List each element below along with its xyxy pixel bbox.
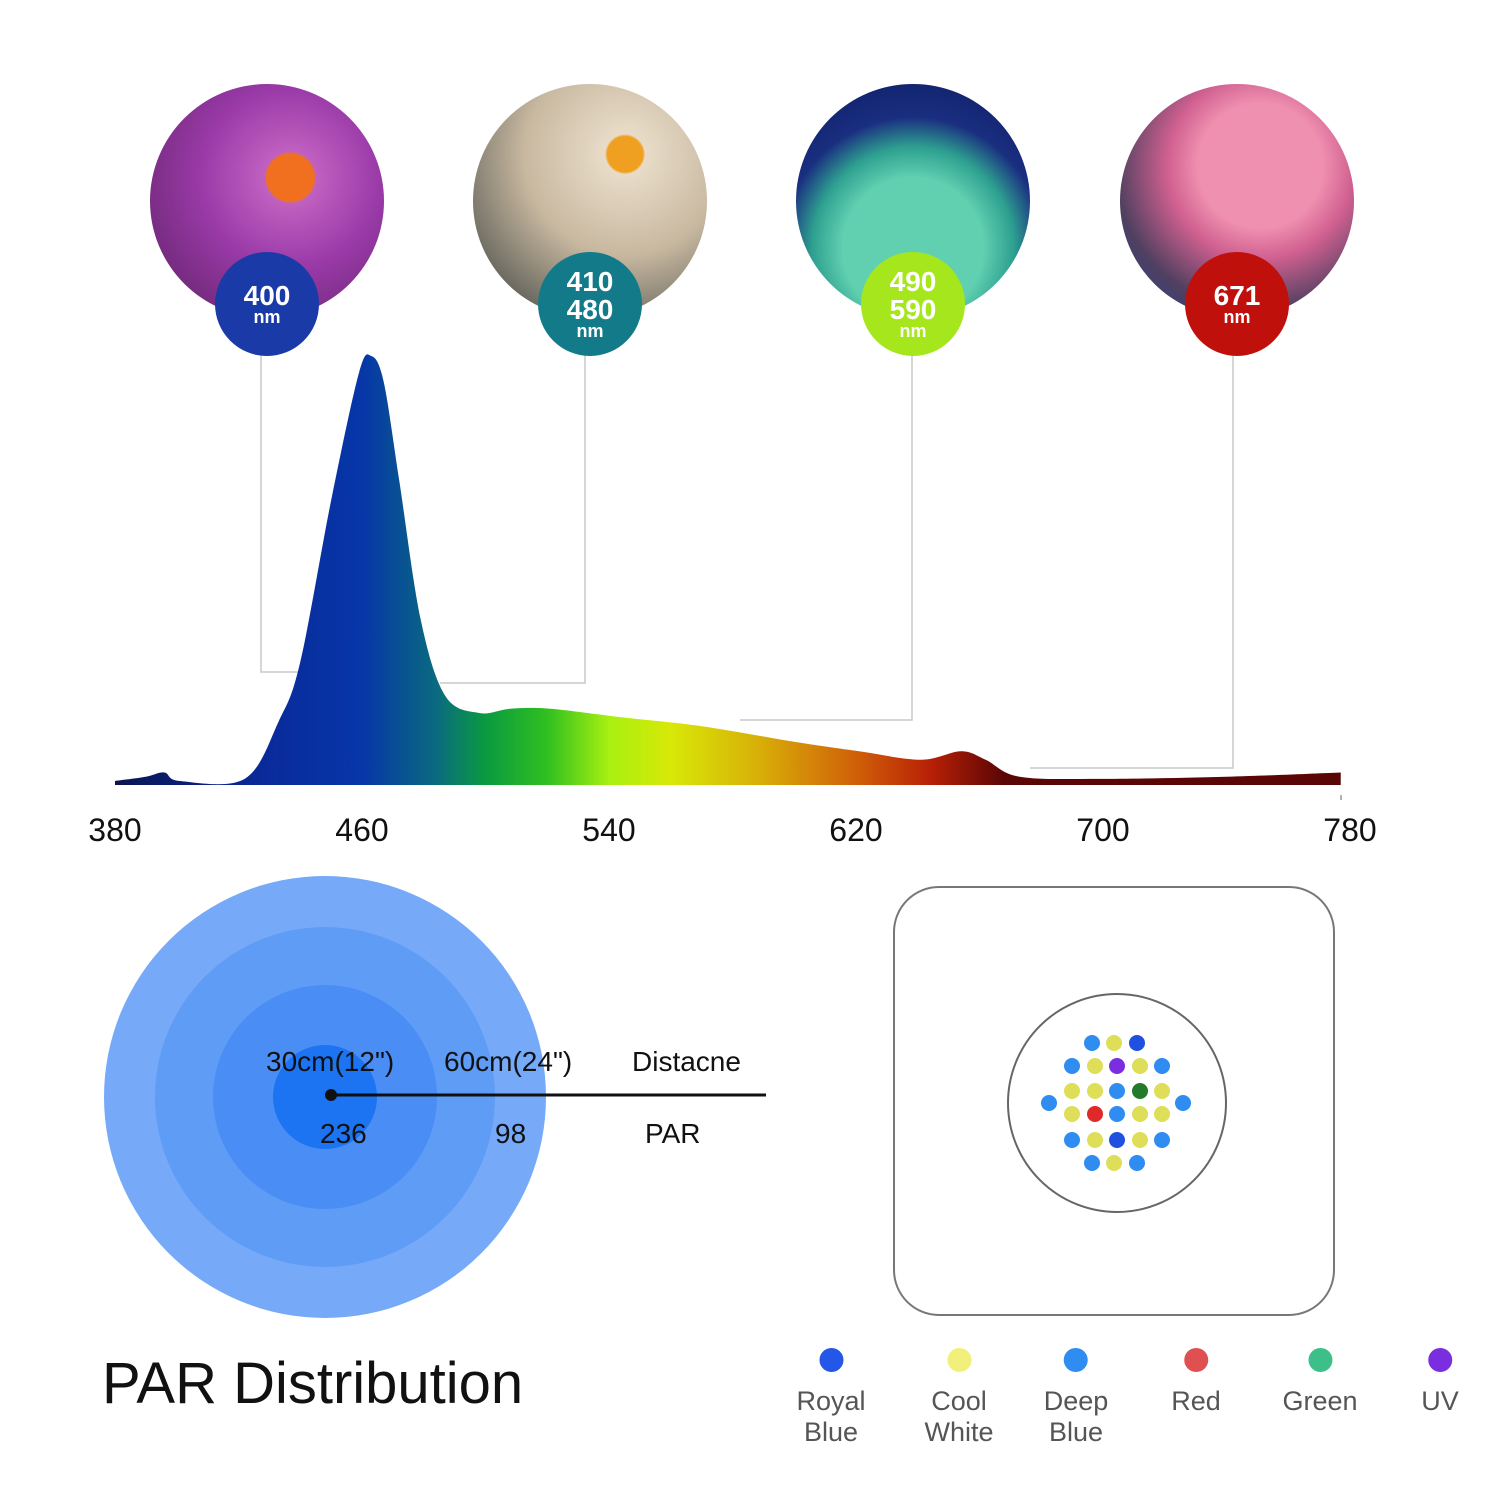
led-deep: [1129, 1155, 1145, 1171]
wavelength-value: 671: [1213, 280, 1261, 311]
legend-dot-icon: [1307, 1348, 1332, 1372]
led-cool: [1087, 1058, 1103, 1074]
led-cool: [1106, 1035, 1122, 1051]
led-deep: [1109, 1083, 1125, 1099]
wavelength-unit: nm: [899, 321, 927, 341]
led-cool: [1087, 1083, 1103, 1099]
legend-item-royal: Royal Blue: [796, 1348, 866, 1448]
wavelength-value: 400: [243, 280, 291, 311]
distance-label: Distacne: [632, 1046, 741, 1077]
legend-label: Royal: [796, 1386, 866, 1416]
x-tick-label: 460: [335, 812, 389, 848]
led-deep: [1041, 1095, 1057, 1111]
par-ring-center: [273, 1045, 377, 1149]
led-green: [1132, 1083, 1148, 1099]
legend-label: Blue: [803, 1417, 859, 1447]
led-cool: [1087, 1132, 1103, 1148]
legend-label: White: [924, 1417, 994, 1447]
led-deep: [1064, 1132, 1080, 1148]
wavelength-badge: 400 nm: [215, 252, 319, 356]
led-cool: [1132, 1132, 1148, 1148]
legend-dot-icon: [1063, 1348, 1088, 1372]
led-deep: [1175, 1095, 1191, 1111]
legend-label: Green: [1282, 1386, 1358, 1416]
wavelength-unit: nm: [253, 307, 281, 327]
legend-item-cool: Cool White: [924, 1348, 994, 1448]
led-deep: [1109, 1106, 1125, 1122]
wavelength-badge: 410 480 nm: [538, 252, 642, 356]
wavelength-unit: nm: [576, 321, 604, 341]
led-cool: [1132, 1058, 1148, 1074]
origin-dot: [325, 1089, 337, 1101]
distance-60cm: 60cm(24"): [444, 1046, 573, 1077]
legend-dot-icon: [819, 1348, 843, 1372]
x-tick-label: 540: [582, 812, 636, 848]
wavelength-unit: nm: [1223, 307, 1251, 327]
led-cool: [1154, 1106, 1170, 1122]
led-deep: [1154, 1132, 1170, 1148]
legend-item-deep: Deep Blue: [1043, 1348, 1109, 1448]
led-cool: [1064, 1106, 1080, 1122]
wavelength-value: 490: [889, 266, 937, 297]
led-array-outline: [1007, 993, 1227, 1213]
wavelength-badge: 671 nm: [1185, 252, 1289, 356]
par-value-30cm: 236: [320, 1118, 367, 1149]
led-deep: [1064, 1058, 1080, 1074]
legend-dot-icon: [1184, 1348, 1208, 1372]
wavelength-value: 590: [889, 294, 937, 325]
par-diagram: [104, 876, 766, 1318]
wavelength-value: 480: [566, 294, 614, 325]
fixture-outline: [893, 886, 1335, 1316]
legend-label: Cool: [931, 1386, 987, 1416]
led-deep: [1084, 1155, 1100, 1171]
led-deep: [1084, 1035, 1100, 1051]
wavelength-badge: 490 590 nm: [861, 252, 965, 356]
led-cool: [1064, 1083, 1080, 1099]
legend-dot-icon: [1427, 1348, 1452, 1372]
distance-30cm: 30cm(12"): [266, 1046, 395, 1077]
legend-item-green: Green: [1282, 1348, 1358, 1417]
par-label: PAR: [645, 1118, 701, 1149]
spectrum-area: [115, 354, 1341, 785]
led-cool: [1154, 1083, 1170, 1099]
x-tick-label: 380: [88, 812, 142, 848]
legend-label: Red: [1171, 1386, 1221, 1416]
legend-label: Deep: [1043, 1386, 1109, 1416]
wavelength-value: 410: [566, 266, 614, 297]
led-royal: [1129, 1035, 1145, 1051]
led-cool: [1106, 1155, 1122, 1171]
par-value-60cm: 98: [495, 1118, 527, 1149]
x-tick-label: 620: [829, 812, 883, 848]
par-distribution-title: PAR Distribution: [102, 1351, 524, 1416]
led-uv: [1109, 1058, 1125, 1074]
led-royal: [1109, 1132, 1125, 1148]
legend-label: Blue: [1048, 1417, 1104, 1447]
x-tick-label: 780: [1323, 812, 1377, 848]
legend-label: UV: [1421, 1386, 1459, 1416]
led-cool: [1132, 1106, 1148, 1122]
spectrum-chart: [115, 354, 1342, 800]
led-red: [1087, 1106, 1103, 1122]
x-tick-label: 700: [1076, 812, 1130, 848]
legend-item-uv: UV: [1421, 1348, 1459, 1417]
legend-item-red: Red: [1171, 1348, 1221, 1417]
legend-dot-icon: [947, 1348, 971, 1372]
led-deep: [1154, 1058, 1170, 1074]
connector-lines: [260, 300, 1234, 769]
